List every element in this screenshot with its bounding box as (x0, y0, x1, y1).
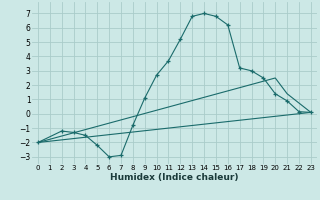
X-axis label: Humidex (Indice chaleur): Humidex (Indice chaleur) (110, 173, 239, 182)
